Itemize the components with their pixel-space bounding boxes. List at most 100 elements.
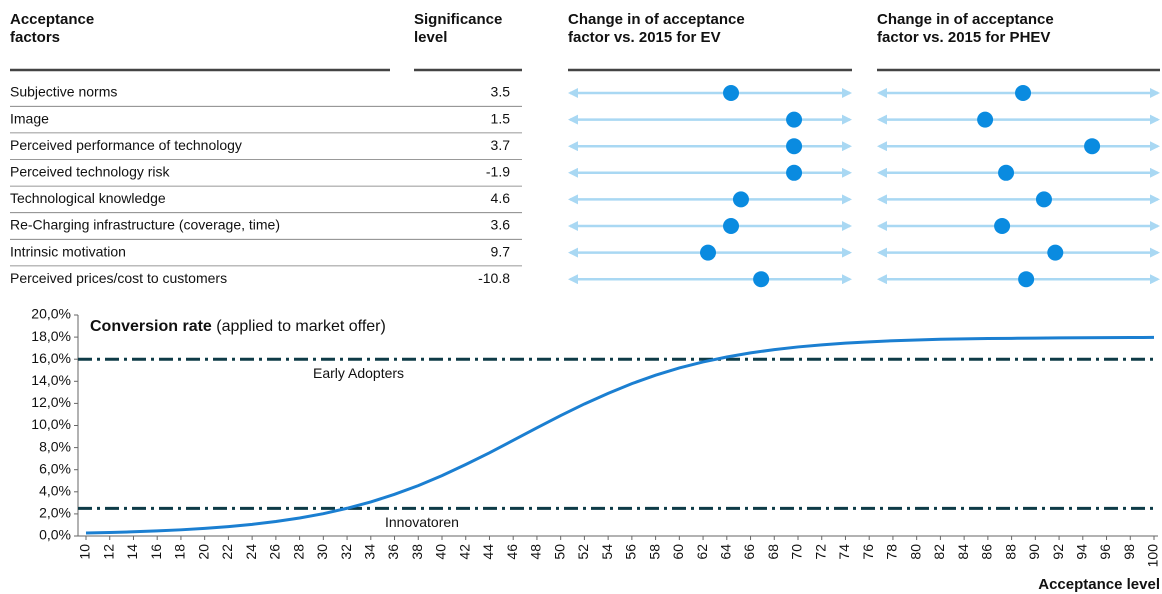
x-tick-label: 88 (1002, 544, 1018, 560)
y-tick-label: 2,0% (39, 505, 71, 521)
column-header: Change in of acceptance (877, 11, 1054, 28)
column-header: factor vs. 2015 for EV (568, 29, 721, 46)
x-tick-label: 60 (670, 544, 686, 560)
x-tick-label: 58 (646, 544, 662, 560)
significance: 9.7 (491, 243, 511, 259)
x-tick-label: 10 (77, 544, 93, 560)
factor-dot (1084, 138, 1101, 155)
x-tick-label: 54 (599, 544, 615, 560)
factor-dot (1015, 85, 1032, 101)
factor-name: Image (10, 110, 49, 126)
x-tick-label: 94 (1074, 544, 1090, 560)
factor-dot (786, 138, 803, 155)
x-tick-label: 18 (172, 544, 188, 560)
y-tick-label: 12,0% (31, 394, 71, 410)
factor-name: Re-Charging infrastructure (coverage, ti… (10, 217, 280, 233)
factor-dot (998, 164, 1015, 181)
x-tick-label: 52 (575, 544, 591, 560)
y-tick-label: 8,0% (39, 438, 71, 454)
x-tick-label: 24 (243, 544, 259, 560)
x-tick-label: 70 (789, 544, 805, 560)
factor-dot (786, 111, 803, 128)
significance: 3.6 (491, 217, 511, 233)
conversion-curve (85, 335, 1155, 535)
chart-title-line: Conversion rate (applied to market offer… (90, 318, 386, 335)
x-tick-label: 86 (979, 544, 995, 560)
factor-name: Technological knowledge (10, 190, 166, 206)
x-tick-label: 96 (1097, 544, 1113, 560)
x-tick-label: 42 (456, 544, 472, 560)
reference-label: Innovatoren (385, 514, 459, 530)
significance: -1.9 (486, 164, 510, 180)
x-tick-label: 100 (1145, 544, 1161, 568)
column-header: factor vs. 2015 for PHEV (877, 29, 1050, 46)
x-tick-label: 30 (314, 544, 330, 560)
significance: 1.5 (491, 110, 511, 126)
significance: 3.7 (491, 137, 511, 153)
y-tick-label: 10,0% (31, 416, 71, 432)
y-tick-label: 0,0% (39, 527, 71, 543)
factor-dot (994, 218, 1011, 234)
x-tick-label: 44 (480, 544, 496, 560)
factor-dot (723, 85, 740, 101)
column-header: factors (10, 29, 60, 46)
x-tick-label: 26 (267, 544, 283, 560)
x-tick-label: 40 (433, 544, 449, 560)
x-tick-label: 90 (1026, 544, 1042, 560)
y-tick-label: 4,0% (39, 483, 71, 499)
x-tick-label: 66 (741, 544, 757, 560)
x-tick-label: 48 (528, 544, 544, 560)
x-tick-label: 62 (694, 544, 710, 560)
significance: -10.8 (478, 270, 510, 286)
x-tick-label: 12 (100, 544, 116, 560)
factor-dot (977, 111, 994, 128)
x-tick-label: 36 (385, 544, 401, 560)
x-tick-label: 38 (409, 544, 425, 560)
x-tick-label: 56 (623, 544, 639, 560)
significance: 3.5 (491, 84, 511, 100)
factor-dot (723, 218, 740, 234)
significance: 4.6 (491, 190, 511, 206)
x-tick-label: 92 (1050, 544, 1066, 560)
factor-name: Perceived performance of technology (10, 137, 242, 153)
x-tick-label: 14 (124, 544, 140, 560)
factor-name: Subjective norms (10, 84, 117, 100)
x-tick-label: 80 (907, 544, 923, 560)
factor-dot (700, 244, 717, 261)
y-tick-label: 14,0% (31, 372, 71, 388)
x-tick-label: 64 (718, 544, 734, 560)
factor-dot (732, 191, 749, 208)
x-tick-label: 68 (765, 544, 781, 560)
x-tick-label: 84 (955, 544, 971, 560)
x-tick-label: 82 (931, 544, 947, 560)
x-tick-label: 74 (836, 544, 852, 560)
x-tick-label: 76 (860, 544, 876, 560)
column-header: Significance (414, 11, 502, 28)
factor-dot (1018, 271, 1035, 288)
column-header: Change in of acceptance (568, 11, 745, 28)
x-tick-label: 34 (362, 544, 378, 560)
x-tick-label: 98 (1121, 544, 1137, 560)
factor-name: Perceived prices/cost to customers (10, 270, 227, 286)
x-tick-label: 50 (551, 544, 567, 560)
factor-dot (1047, 244, 1064, 261)
factor-name: Perceived technology risk (10, 164, 171, 180)
y-tick-label: 20,0% (31, 306, 71, 322)
x-tick-label: 32 (338, 544, 354, 560)
x-tick-label: 78 (884, 544, 900, 560)
factor-name: Intrinsic motivation (10, 243, 126, 259)
y-tick-label: 16,0% (31, 350, 71, 366)
factor-dot (753, 271, 770, 288)
x-tick-label: 22 (219, 544, 235, 560)
y-tick-label: 18,0% (31, 328, 71, 344)
x-tick-label: 16 (148, 544, 164, 560)
chart-subtitle: (applied to market offer) (216, 318, 386, 335)
x-axis-label: Acceptance level (1038, 576, 1160, 593)
y-tick-label: 6,0% (39, 460, 71, 476)
x-tick-label: 72 (812, 544, 828, 560)
x-tick-label: 46 (504, 544, 520, 560)
column-header: level (414, 29, 447, 46)
column-header: Acceptance (10, 11, 94, 28)
x-tick-label: 28 (290, 544, 306, 560)
